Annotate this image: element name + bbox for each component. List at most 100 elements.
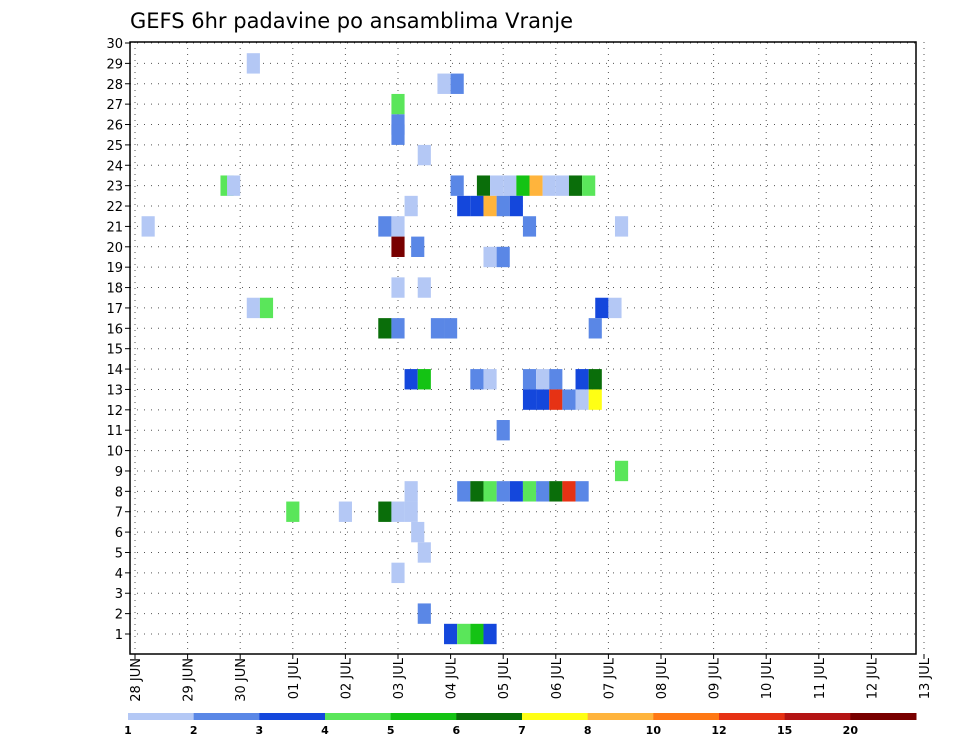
y-tick-label: 12: [106, 404, 123, 419]
precip-cell: [378, 216, 392, 237]
precip-cell: [457, 195, 471, 217]
precip-cell: [411, 236, 425, 257]
x-axis-ticks: 28 JUN 29 JUN 30 JUN 01 JUL 02 JUL 03 JUL 04 J…: [129, 654, 933, 702]
colorbar-swatch: [653, 713, 720, 720]
x-tick-label: 04 JUL: [445, 657, 460, 699]
precip-cell: [549, 369, 563, 390]
y-tick-label: 20: [106, 241, 123, 256]
colorbar-swatch: [325, 713, 392, 720]
cells-layer: [141, 53, 629, 645]
y-tick-label: 5: [115, 546, 123, 561]
grid-layer: [130, 42, 925, 654]
y-tick-label: 26: [106, 119, 123, 134]
x-tick-label: 13 JUL: [918, 657, 933, 699]
precip-cell: [516, 175, 530, 196]
precip-cell: [417, 144, 431, 166]
colorbar-label: 10: [646, 724, 662, 737]
precip-cell: [555, 175, 569, 196]
y-tick-label: 8: [115, 485, 123, 500]
x-tick-label: 09 JUL: [708, 657, 723, 699]
colorbar-swatch: [719, 713, 786, 720]
precip-cell: [496, 481, 510, 502]
y-tick-label: 3: [115, 587, 123, 602]
precip-cell: [246, 297, 260, 319]
y-axis-ticks: 1234567891011121314151617181920212223242…: [106, 37, 130, 643]
precip-cell: [490, 175, 504, 196]
y-tick-label: 6: [115, 526, 123, 541]
y-tick-label: 13: [106, 383, 123, 398]
precip-cell: [549, 389, 563, 410]
x-tick-label: 05 JUL: [497, 657, 512, 699]
x-tick-label: 30 JUN: [234, 658, 249, 702]
x-tick-label: 07 JUL: [602, 657, 617, 699]
precip-cell: [227, 175, 241, 196]
precip-cell: [496, 246, 510, 268]
precip-cell: [522, 389, 537, 410]
precip-cell: [259, 297, 274, 319]
colorbar-swatch: [522, 713, 589, 720]
precip-cell: [503, 175, 517, 196]
x-tick-label: 08 JUL: [655, 657, 670, 699]
precip-cell: [483, 623, 497, 645]
precip-cell: [536, 481, 550, 502]
colorbar-label: 4: [321, 724, 329, 737]
precip-cell: [404, 481, 418, 502]
precip-cell: [457, 623, 471, 645]
precip-cell: [470, 623, 484, 645]
x-tick-label: 06 JUL: [550, 657, 565, 699]
colorbar-swatch: [850, 713, 917, 720]
colorbar: 1 2 3 4 5 6 7 8 10 12 15 20: [124, 713, 917, 737]
precip-cell: [522, 216, 537, 237]
chart-title: GEFS 6hr padavine po ansamblima Vranje: [130, 9, 573, 33]
y-tick-label: 16: [106, 322, 123, 337]
precip-cell: [470, 369, 484, 390]
y-tick-label: 1: [115, 628, 123, 643]
precip-cell: [483, 369, 497, 390]
y-tick-label: 25: [106, 139, 123, 154]
y-tick-label: 18: [106, 282, 123, 297]
precip-cell: [496, 195, 510, 217]
colorbar-label: 8: [584, 724, 592, 737]
precip-cell: [391, 318, 405, 339]
precip-cell: [575, 389, 589, 410]
precip-cell: [417, 603, 431, 624]
precip-cell: [562, 389, 576, 410]
precip-cell: [595, 297, 609, 319]
colorbar-label: 1: [124, 724, 132, 737]
precip-cell: [404, 501, 418, 522]
colorbar-swatch: [390, 713, 457, 720]
x-tick-label: 11 JUL: [813, 657, 828, 699]
precip-cell: [391, 93, 405, 115]
precip-cell: [430, 318, 445, 339]
precip-cell: [549, 481, 563, 502]
precip-cell: [496, 420, 510, 441]
precip-cell: [483, 246, 497, 268]
y-tick-label: 11: [106, 424, 123, 439]
precip-cell: [450, 175, 464, 196]
y-tick-label: 10: [106, 445, 123, 460]
precip-cell: [536, 389, 550, 410]
precip-cell: [391, 236, 405, 257]
y-tick-label: 19: [106, 261, 123, 276]
precip-cell: [614, 216, 629, 237]
colorbar-label: 20: [843, 724, 859, 737]
precip-cell: [417, 542, 431, 563]
colorbar-swatch: [193, 713, 260, 720]
precip-cell: [476, 175, 491, 196]
x-tick-label: 12 JUL: [865, 657, 880, 699]
x-tick-label: 01 JUL: [287, 657, 302, 699]
precip-cell: [411, 521, 425, 543]
precip-cell: [457, 481, 471, 502]
precip-cell: [575, 369, 589, 390]
precip-cell: [391, 562, 405, 584]
precip-cell: [483, 195, 497, 217]
precip-cell: [391, 124, 405, 145]
precip-cell: [470, 195, 484, 217]
colorbar-swatch: [587, 713, 654, 720]
colorbar-label: 7: [518, 724, 526, 737]
precip-cell: [536, 369, 550, 390]
precip-cell: [522, 481, 537, 502]
precip-cell: [588, 389, 602, 410]
precip-cell: [391, 501, 405, 522]
precip-cell: [582, 175, 596, 196]
